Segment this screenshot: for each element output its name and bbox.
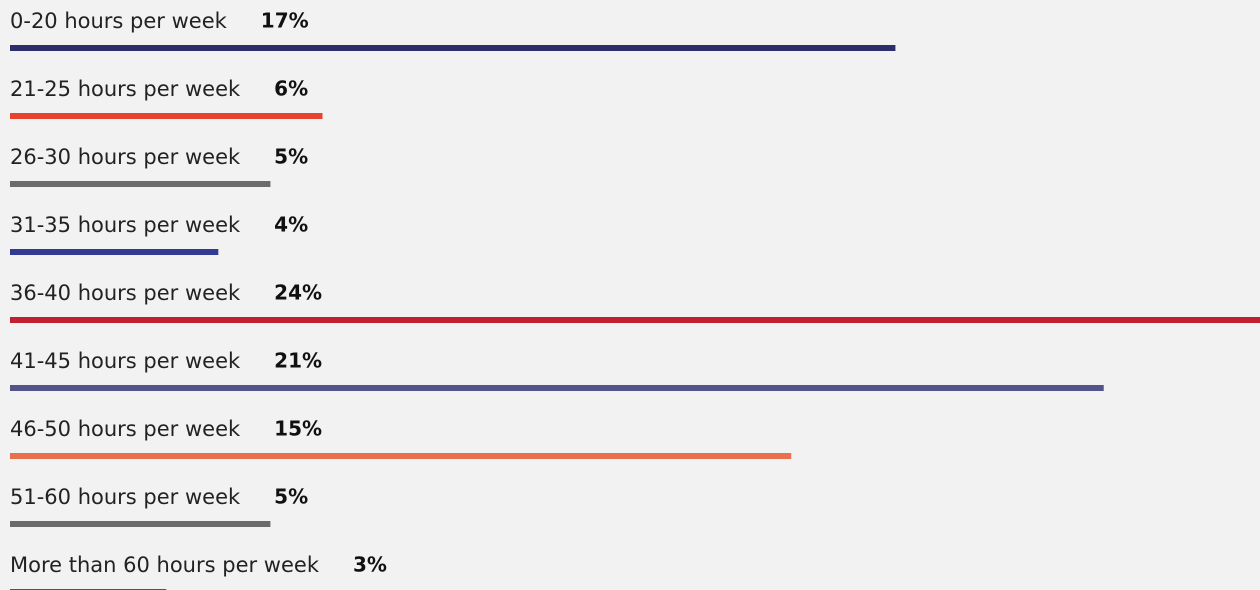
value-label: 24%: [274, 281, 322, 305]
bar: [10, 317, 1260, 323]
bar: [10, 385, 1104, 391]
category-label: 46-50 hours per week: [10, 417, 241, 441]
value-label: 17%: [261, 9, 309, 33]
value-label: 5%: [274, 485, 308, 509]
category-label: 51-60 hours per week: [10, 485, 241, 509]
value-label: 21%: [274, 349, 322, 373]
category-label: 31-35 hours per week: [10, 213, 241, 237]
value-label: 5%: [274, 145, 308, 169]
bar: [10, 521, 271, 527]
bar: [10, 45, 896, 51]
category-label: 36-40 hours per week: [10, 281, 241, 305]
category-label: 21-25 hours per week: [10, 77, 241, 101]
category-label: 0-20 hours per week: [10, 9, 228, 33]
bar: [10, 113, 323, 119]
bar: [10, 249, 219, 255]
category-label: More than 60 hours per week: [10, 553, 320, 577]
category-label: 41-45 hours per week: [10, 349, 241, 373]
value-label: 6%: [274, 77, 308, 101]
bar: [10, 453, 792, 459]
value-label: 3%: [353, 553, 387, 577]
bar: [10, 181, 271, 187]
value-label: 4%: [274, 213, 308, 237]
value-label: 15%: [274, 417, 322, 441]
category-label: 26-30 hours per week: [10, 145, 241, 169]
